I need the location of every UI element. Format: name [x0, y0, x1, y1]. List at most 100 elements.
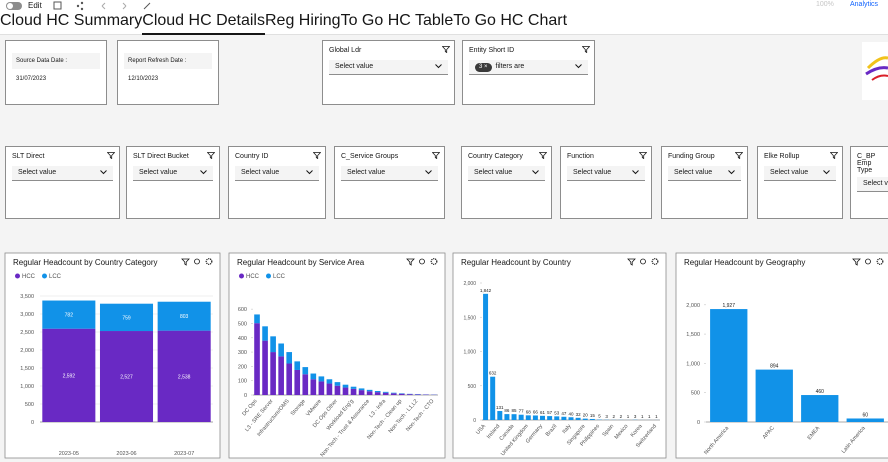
filter-icon[interactable]	[539, 152, 547, 159]
chevron	[306, 170, 313, 175]
dropdown[interactable]: Select value	[468, 166, 545, 181]
dropdown[interactable]: 3 × filters are	[469, 60, 588, 75]
tab[interactable]: To Go HC Table	[340, 12, 454, 29]
bar-segment	[99, 331, 154, 422]
dropdown[interactable]: Select value	[12, 166, 113, 181]
insight-icon	[194, 258, 200, 265]
filter-label: SLT Direct	[12, 153, 45, 160]
tab[interactable]: Cloud HC Summary	[0, 12, 143, 29]
dropdown[interactable]: Select value	[133, 166, 213, 181]
date-value: 31/07/2023	[12, 71, 100, 87]
zoom-level: 100%	[816, 1, 834, 8]
app-name[interactable]: Analytics	[850, 1, 879, 8]
filter-icon[interactable]	[627, 258, 636, 266]
bar	[801, 395, 839, 422]
insight-icon	[419, 258, 425, 265]
bar-segment	[318, 376, 325, 382]
bar-segment	[415, 394, 421, 395]
value-label: 894	[770, 364, 779, 370]
legend-label: LCC	[49, 274, 62, 280]
bar-segment	[374, 392, 381, 395]
toolbar: Edit 100% Analytics	[0, 0, 888, 12]
bar-segment	[326, 379, 333, 384]
tab[interactable]: To Go HC Chart	[453, 12, 568, 29]
toolbar-icons[interactable]	[52, 1, 152, 11]
filter-card: Entity Short ID 3 × filters are	[462, 40, 595, 105]
date-label: Report Refresh Date :	[124, 53, 212, 69]
filter-icon[interactable]	[406, 258, 415, 266]
dropdown-text: Select value	[674, 169, 713, 176]
tab[interactable]: Cloud HC Details	[142, 12, 265, 35]
filter-card: SLT Direct Select value	[5, 146, 120, 219]
filter-card: Funding Group Select value	[661, 146, 748, 219]
filter-icon[interactable]	[639, 152, 647, 159]
bar-segment	[358, 388, 365, 391]
dropdown[interactable]: Select value	[764, 166, 836, 181]
bar-segment	[262, 326, 268, 341]
filter-icon[interactable]	[852, 258, 861, 266]
bar	[554, 416, 560, 420]
bar	[490, 376, 496, 420]
bar-segment	[254, 323, 260, 395]
value-label: 2,592	[63, 373, 76, 379]
filter-icon[interactable]	[735, 152, 743, 159]
bar-segment	[398, 393, 405, 395]
legend-label: HCC	[22, 274, 36, 280]
value-label: 86	[504, 408, 510, 413]
dropdown-text: Select value	[863, 180, 888, 187]
filter-icon[interactable]	[313, 152, 321, 159]
x-tick-label: Italy	[561, 423, 572, 435]
dropdown[interactable]: Select value	[668, 166, 741, 181]
bar-segment	[342, 387, 349, 395]
bar-segment	[366, 389, 373, 392]
bar-segment	[270, 336, 276, 353]
y-tick-label: 500	[238, 321, 247, 327]
dropdown[interactable]: Select value	[235, 166, 319, 181]
filter-icon[interactable]	[582, 46, 590, 53]
bar	[846, 418, 884, 422]
bar	[589, 418, 595, 420]
filter-icon[interactable]	[830, 152, 838, 159]
filter-icon[interactable]	[432, 152, 440, 159]
tab[interactable]: Reg Hiring	[264, 12, 341, 29]
bar-segment	[350, 388, 357, 395]
bar-segment	[358, 390, 365, 395]
bar-segment	[42, 328, 96, 422]
bar-segment	[262, 340, 268, 395]
tab-bar: Cloud HC SummaryCloud HC DetailsReg Hiri…	[0, 12, 888, 35]
dropdown-text: Select value	[573, 169, 612, 176]
filter-icon[interactable]	[107, 152, 115, 159]
bar	[710, 309, 748, 422]
y-tick-label: 1,000	[463, 350, 476, 356]
bar-segment	[310, 373, 317, 380]
bar-segment	[382, 391, 389, 393]
legend-label: HCC	[246, 274, 260, 280]
filter-chip[interactable]: 3 ×	[475, 63, 492, 72]
dropdown[interactable]: Select value	[341, 166, 438, 181]
settings-icon	[876, 258, 884, 265]
filter-icon[interactable]	[442, 46, 450, 53]
value-label: 3	[634, 414, 637, 419]
y-tick-label: 600	[238, 307, 247, 313]
dropdown[interactable]: Select value	[857, 177, 888, 192]
settings-icon	[651, 258, 659, 265]
y-tick-label: 1,000	[686, 361, 700, 367]
legend-label: LCC	[273, 274, 286, 280]
filter-card: Global Ldr Select value	[322, 40, 455, 105]
filter-icon[interactable]	[181, 258, 190, 266]
edit-toggle[interactable]	[6, 2, 22, 10]
bar	[532, 415, 538, 420]
filter-icon[interactable]	[207, 152, 215, 159]
y-tick-label: 200	[238, 364, 247, 370]
dropdown-text: Select value	[770, 169, 809, 176]
settings-icon	[430, 258, 438, 265]
filter-label: C_BP Emp Type	[857, 153, 876, 174]
bar-segment	[350, 386, 357, 389]
value-label: 61	[540, 410, 546, 415]
filter-card: Function Select value	[560, 146, 652, 219]
bar	[575, 417, 581, 420]
bar-segment	[334, 385, 341, 395]
dropdown[interactable]: Select value	[329, 60, 448, 75]
dropdown[interactable]: Select value	[567, 166, 645, 181]
dropdown-text: Select value	[18, 169, 57, 176]
